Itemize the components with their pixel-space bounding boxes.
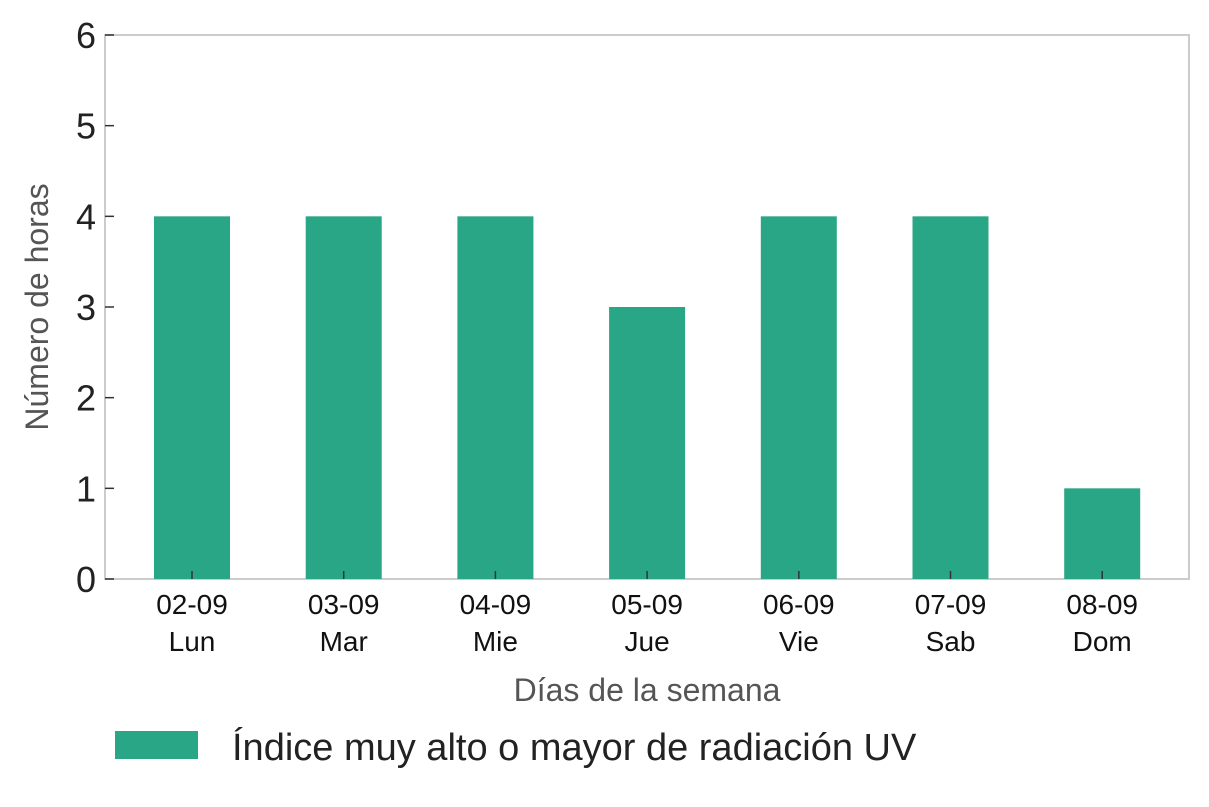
x-axis-label: Días de la semana (514, 672, 781, 708)
bar-vie (760, 216, 837, 580)
x-tick-day: Sab (926, 626, 976, 657)
x-tick-date: 08-09 (1066, 589, 1138, 620)
y-tick-label: 2 (76, 378, 96, 419)
legend: Índice muy alto o mayor de radiación UV (115, 726, 917, 769)
y-axis-label: Número de horas (19, 183, 55, 430)
y-tick-label: 1 (76, 468, 96, 509)
x-axis-ticks: 02-09 Lun 03-09 Mar 04-09 Mie 05-09 Jue 06-09 Vie… (156, 571, 1138, 657)
y-tick-label: 6 (76, 15, 96, 56)
bar-mie (457, 216, 534, 580)
x-tick-day: Mie (473, 626, 518, 657)
y-tick-label: 0 (76, 559, 96, 600)
bars-group (154, 216, 1141, 580)
x-tick-date: 03-09 (308, 589, 380, 620)
bar-lun (154, 216, 230, 580)
x-tick-date: 07-09 (915, 589, 987, 620)
x-tick-day: Dom (1073, 626, 1132, 657)
x-tick-day: Lun (169, 626, 216, 657)
x-tick-date: 02-09 (156, 589, 228, 620)
bar-sab (912, 216, 989, 580)
y-axis-ticks: 0 1 2 3 4 5 6 (76, 15, 114, 600)
x-tick-day: Vie (779, 626, 819, 657)
legend-swatch (115, 731, 198, 759)
legend-label: Índice muy alto o mayor de radiación UV (232, 726, 917, 769)
y-tick-label: 5 (76, 106, 96, 147)
bar-dom (1064, 488, 1141, 579)
x-tick-day: Mar (320, 626, 368, 657)
x-tick-date: 06-09 (763, 589, 835, 620)
x-tick-date: 04-09 (460, 589, 532, 620)
y-tick-label: 3 (76, 287, 96, 328)
bar-jue (609, 307, 686, 579)
x-tick-day: Jue (625, 626, 670, 657)
y-tick-label: 4 (76, 196, 96, 237)
bar-mar (305, 216, 382, 580)
x-tick-date: 05-09 (611, 589, 683, 620)
